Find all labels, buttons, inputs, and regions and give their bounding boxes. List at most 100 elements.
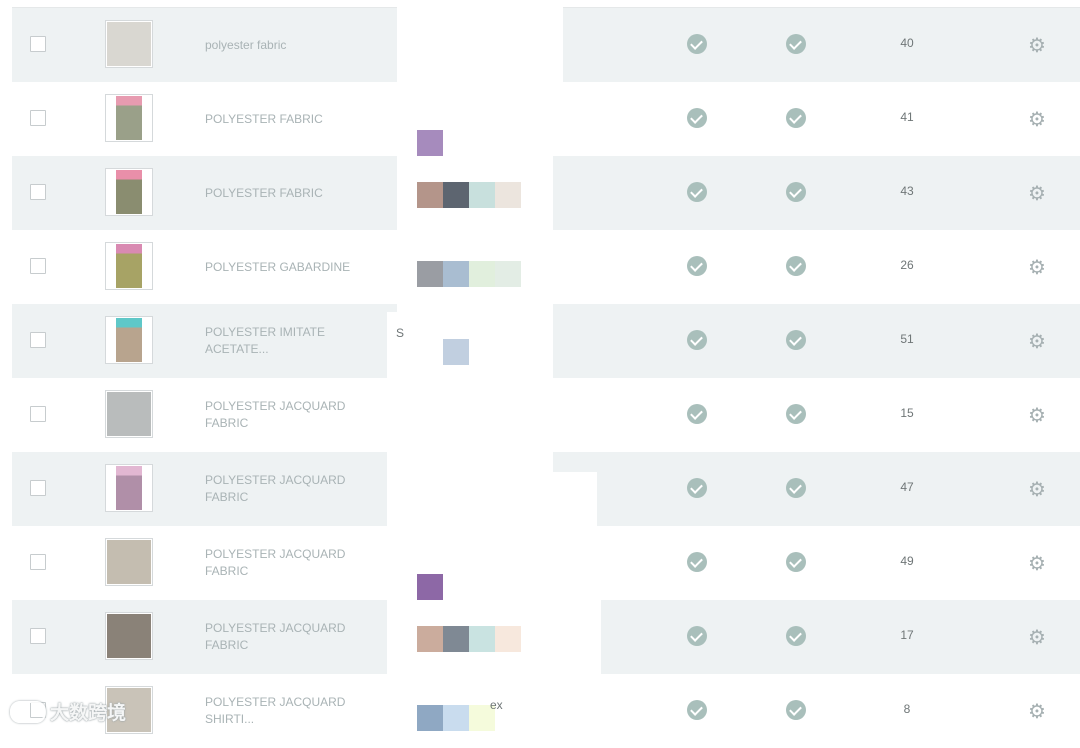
status-check-icon[interactable]: [687, 404, 707, 424]
gear-icon[interactable]: ⚙: [1028, 109, 1046, 131]
product-name-line: POLYESTER JACQUARD: [205, 399, 346, 413]
row-select-checkbox[interactable]: [30, 184, 46, 200]
row-select-checkbox[interactable]: [30, 554, 46, 570]
gear-icon[interactable]: ⚙: [1028, 405, 1046, 427]
color-swatch-group: [417, 626, 521, 652]
color-swatch[interactable]: [495, 261, 521, 287]
color-swatch[interactable]: [443, 705, 469, 731]
color-swatch[interactable]: [469, 182, 495, 208]
gear-icon[interactable]: ⚙: [1028, 257, 1046, 279]
thumbnail-image: [107, 614, 151, 658]
watermark-logo-icon: [10, 700, 46, 723]
color-swatch[interactable]: [443, 261, 469, 287]
thumbnail-image: [116, 244, 142, 288]
product-thumbnail[interactable]: [105, 686, 153, 734]
gear-icon[interactable]: ⚙: [1028, 35, 1046, 57]
status-check-icon[interactable]: [687, 182, 707, 202]
product-thumbnail[interactable]: [105, 390, 153, 438]
color-swatch[interactable]: [495, 182, 521, 208]
color-swatch[interactable]: [417, 130, 443, 156]
status-check-icon[interactable]: [687, 552, 707, 572]
color-swatch[interactable]: [443, 339, 469, 365]
product-name-line: POLYESTER FABRIC: [205, 111, 323, 126]
product-name-link[interactable]: POLYESTER FABRIC: [205, 156, 375, 230]
status-check-icon[interactable]: [786, 626, 806, 646]
product-name-link[interactable]: POLYESTER JACQUARD SHIRTI...: [205, 674, 375, 748]
color-swatch[interactable]: [417, 182, 443, 208]
product-thumbnail[interactable]: [105, 20, 153, 68]
product-thumbnail[interactable]: [105, 242, 153, 290]
status-check-icon[interactable]: [786, 34, 806, 54]
product-thumbnail[interactable]: [105, 464, 153, 512]
status-check-icon[interactable]: [687, 34, 707, 54]
color-swatch[interactable]: [469, 705, 495, 731]
row-select-checkbox[interactable]: [30, 332, 46, 348]
status-check-icon[interactable]: [687, 108, 707, 128]
thumbnail-image: [116, 170, 142, 214]
status-check-icon[interactable]: [786, 552, 806, 572]
product-name-link[interactable]: POLYESTER JACQUARD FABRIC: [205, 378, 375, 452]
item-count: 26: [900, 258, 914, 272]
status-check-icon[interactable]: [786, 330, 806, 350]
status-check-icon[interactable]: [786, 478, 806, 498]
product-name-link[interactable]: POLYESTER JACQUARD FABRIC: [205, 452, 375, 526]
color-swatch[interactable]: [469, 261, 495, 287]
status-check-icon[interactable]: [687, 478, 707, 498]
color-swatch[interactable]: [469, 626, 495, 652]
gear-icon[interactable]: ⚙: [1028, 331, 1046, 353]
gear-icon[interactable]: ⚙: [1028, 627, 1046, 649]
status-check-icon[interactable]: [786, 256, 806, 276]
product-thumbnail[interactable]: [105, 612, 153, 660]
color-swatch[interactable]: [417, 574, 443, 600]
color-swatch[interactable]: [443, 626, 469, 652]
color-swatch[interactable]: [417, 705, 443, 731]
row-select-checkbox[interactable]: [30, 36, 46, 52]
product-name-line: POLYESTER JACQUARD: [205, 695, 346, 709]
product-name-line: ACETATE...: [205, 342, 269, 356]
status-check-icon[interactable]: [786, 182, 806, 202]
row-select-checkbox[interactable]: [30, 406, 46, 422]
color-swatch-group: [443, 339, 469, 365]
watermark-text: 大数跨境: [50, 703, 127, 724]
status-check-icon[interactable]: [786, 108, 806, 128]
color-swatch[interactable]: [443, 182, 469, 208]
product-table: polyester fabric 40 ⚙ POLYESTER FABRIC 41 ⚙ PO…: [12, 8, 1080, 748]
row-select-checkbox[interactable]: [30, 628, 46, 644]
product-name-line: FABRIC: [205, 638, 249, 652]
product-thumbnail[interactable]: [105, 538, 153, 586]
product-name-line: POLYESTER GABARDINE: [205, 259, 351, 274]
gear-icon[interactable]: ⚙: [1028, 183, 1046, 205]
status-check-icon[interactable]: [687, 626, 707, 646]
thumbnail-image: [116, 466, 142, 510]
color-swatch[interactable]: [417, 626, 443, 652]
product-name-link[interactable]: POLYESTER FABRIC: [205, 82, 375, 156]
row-select-checkbox[interactable]: [30, 110, 46, 126]
status-check-icon[interactable]: [687, 256, 707, 276]
status-check-icon[interactable]: [687, 330, 707, 350]
row-select-checkbox[interactable]: [30, 258, 46, 274]
product-thumbnail[interactable]: [105, 94, 153, 142]
thumbnail-image: [107, 22, 151, 66]
thumbnail-image: [107, 688, 151, 732]
status-check-icon[interactable]: [687, 700, 707, 720]
status-check-icon[interactable]: [786, 404, 806, 424]
partial-text: S: [396, 326, 405, 340]
gear-icon[interactable]: ⚙: [1028, 701, 1046, 723]
color-swatch[interactable]: [495, 626, 521, 652]
item-count: 15: [900, 406, 914, 420]
product-name-link[interactable]: polyester fabric: [205, 8, 375, 82]
gear-icon[interactable]: ⚙: [1028, 479, 1046, 501]
gear-icon[interactable]: ⚙: [1028, 553, 1046, 575]
item-count: 40: [900, 36, 914, 50]
product-thumbnail[interactable]: [105, 316, 153, 364]
product-name-link[interactable]: POLYESTER IMITATE ACETATE...: [205, 304, 375, 378]
color-swatch-group: [417, 574, 443, 600]
product-name-link[interactable]: POLYESTER JACQUARD FABRIC: [205, 600, 375, 674]
row-select-checkbox[interactable]: [30, 480, 46, 496]
product-thumbnail[interactable]: [105, 168, 153, 216]
product-name-link[interactable]: POLYESTER GABARDINE: [205, 230, 375, 304]
product-name-link[interactable]: POLYESTER JACQUARD FABRIC: [205, 526, 375, 600]
color-swatch[interactable]: [417, 261, 443, 287]
partial-text: ex: [490, 698, 503, 712]
status-check-icon[interactable]: [786, 700, 806, 720]
